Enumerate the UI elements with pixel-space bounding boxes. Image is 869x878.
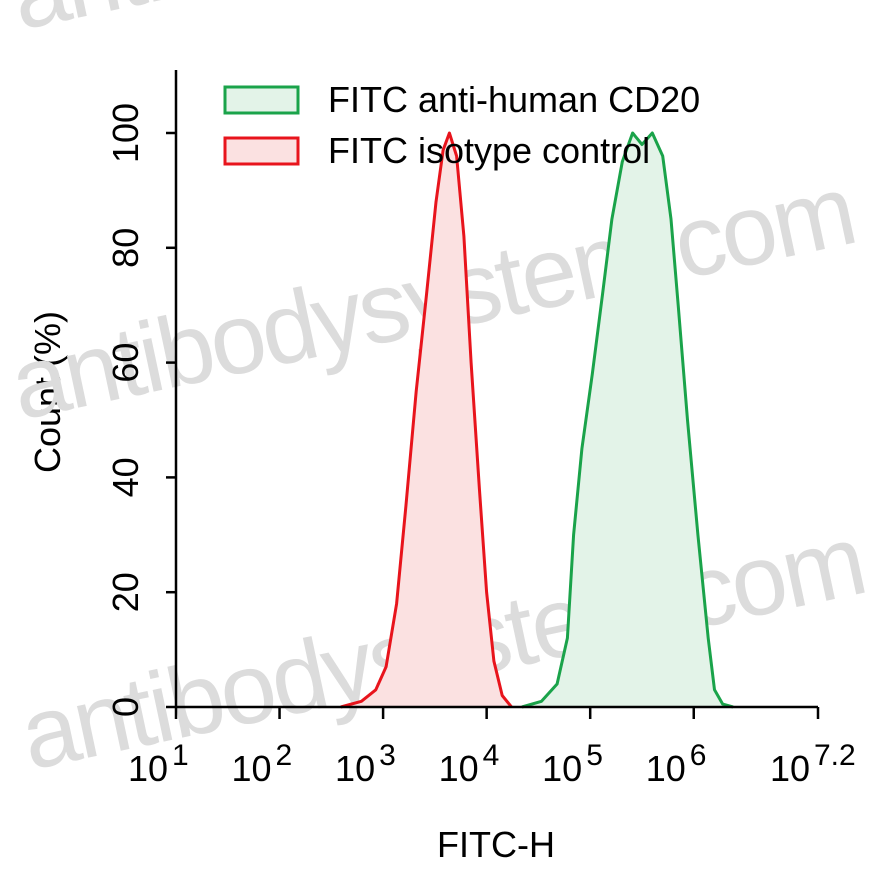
x-tick-base: 10: [542, 748, 582, 789]
legend-swatch: [223, 85, 300, 115]
x-tick-label: 10 3: [335, 739, 396, 789]
x-tick-base: 10: [646, 748, 686, 789]
x-tick-base: 10: [439, 748, 479, 789]
area-fill: [340, 133, 512, 707]
x-axis-label: FITC-H: [437, 824, 555, 865]
x-tick-exponent: 3: [379, 739, 396, 772]
x-tick-label: 10 7.2: [770, 739, 856, 789]
legend-label: FITC isotype control: [328, 130, 650, 171]
series-line: [521, 131, 734, 709]
x-tick-label: 10 6: [646, 739, 707, 789]
y-tick-label: 40: [105, 457, 146, 497]
x-tick-base: 10: [335, 748, 375, 789]
y-axis-label: Count (%): [27, 311, 68, 473]
x-tick-exponent: 5: [586, 739, 603, 772]
x-tick-exponent: 2: [276, 739, 293, 772]
x-tick-base: 10: [770, 748, 810, 789]
area-fill: [521, 133, 734, 707]
x-tick-label: 10 1: [128, 739, 189, 789]
x-tick-base: 10: [232, 748, 272, 789]
y-tick-label: 0: [105, 697, 146, 717]
y-tick-label: 60: [105, 343, 146, 383]
watermark: antibodysystem.com: [1, 0, 865, 52]
y-tick-label: 80: [105, 228, 146, 268]
x-tick-exponent: 7.2: [814, 739, 856, 772]
x-tick-exponent: 1: [172, 739, 189, 772]
series-line: [340, 131, 513, 709]
x-tick-exponent: 6: [690, 739, 707, 772]
x-tick-base: 10: [128, 748, 168, 789]
y-tick-label: 20: [105, 572, 146, 612]
x-tick-label: 10 2: [232, 739, 293, 789]
x-tick-label: 10 4: [439, 739, 500, 789]
legend-label: FITC anti-human CD20: [328, 79, 700, 120]
x-tick-exponent: 4: [483, 739, 500, 772]
legend-swatch: [223, 136, 300, 166]
x-tick-label: 10 5: [542, 739, 603, 789]
y-tick-label: 100: [105, 103, 146, 163]
